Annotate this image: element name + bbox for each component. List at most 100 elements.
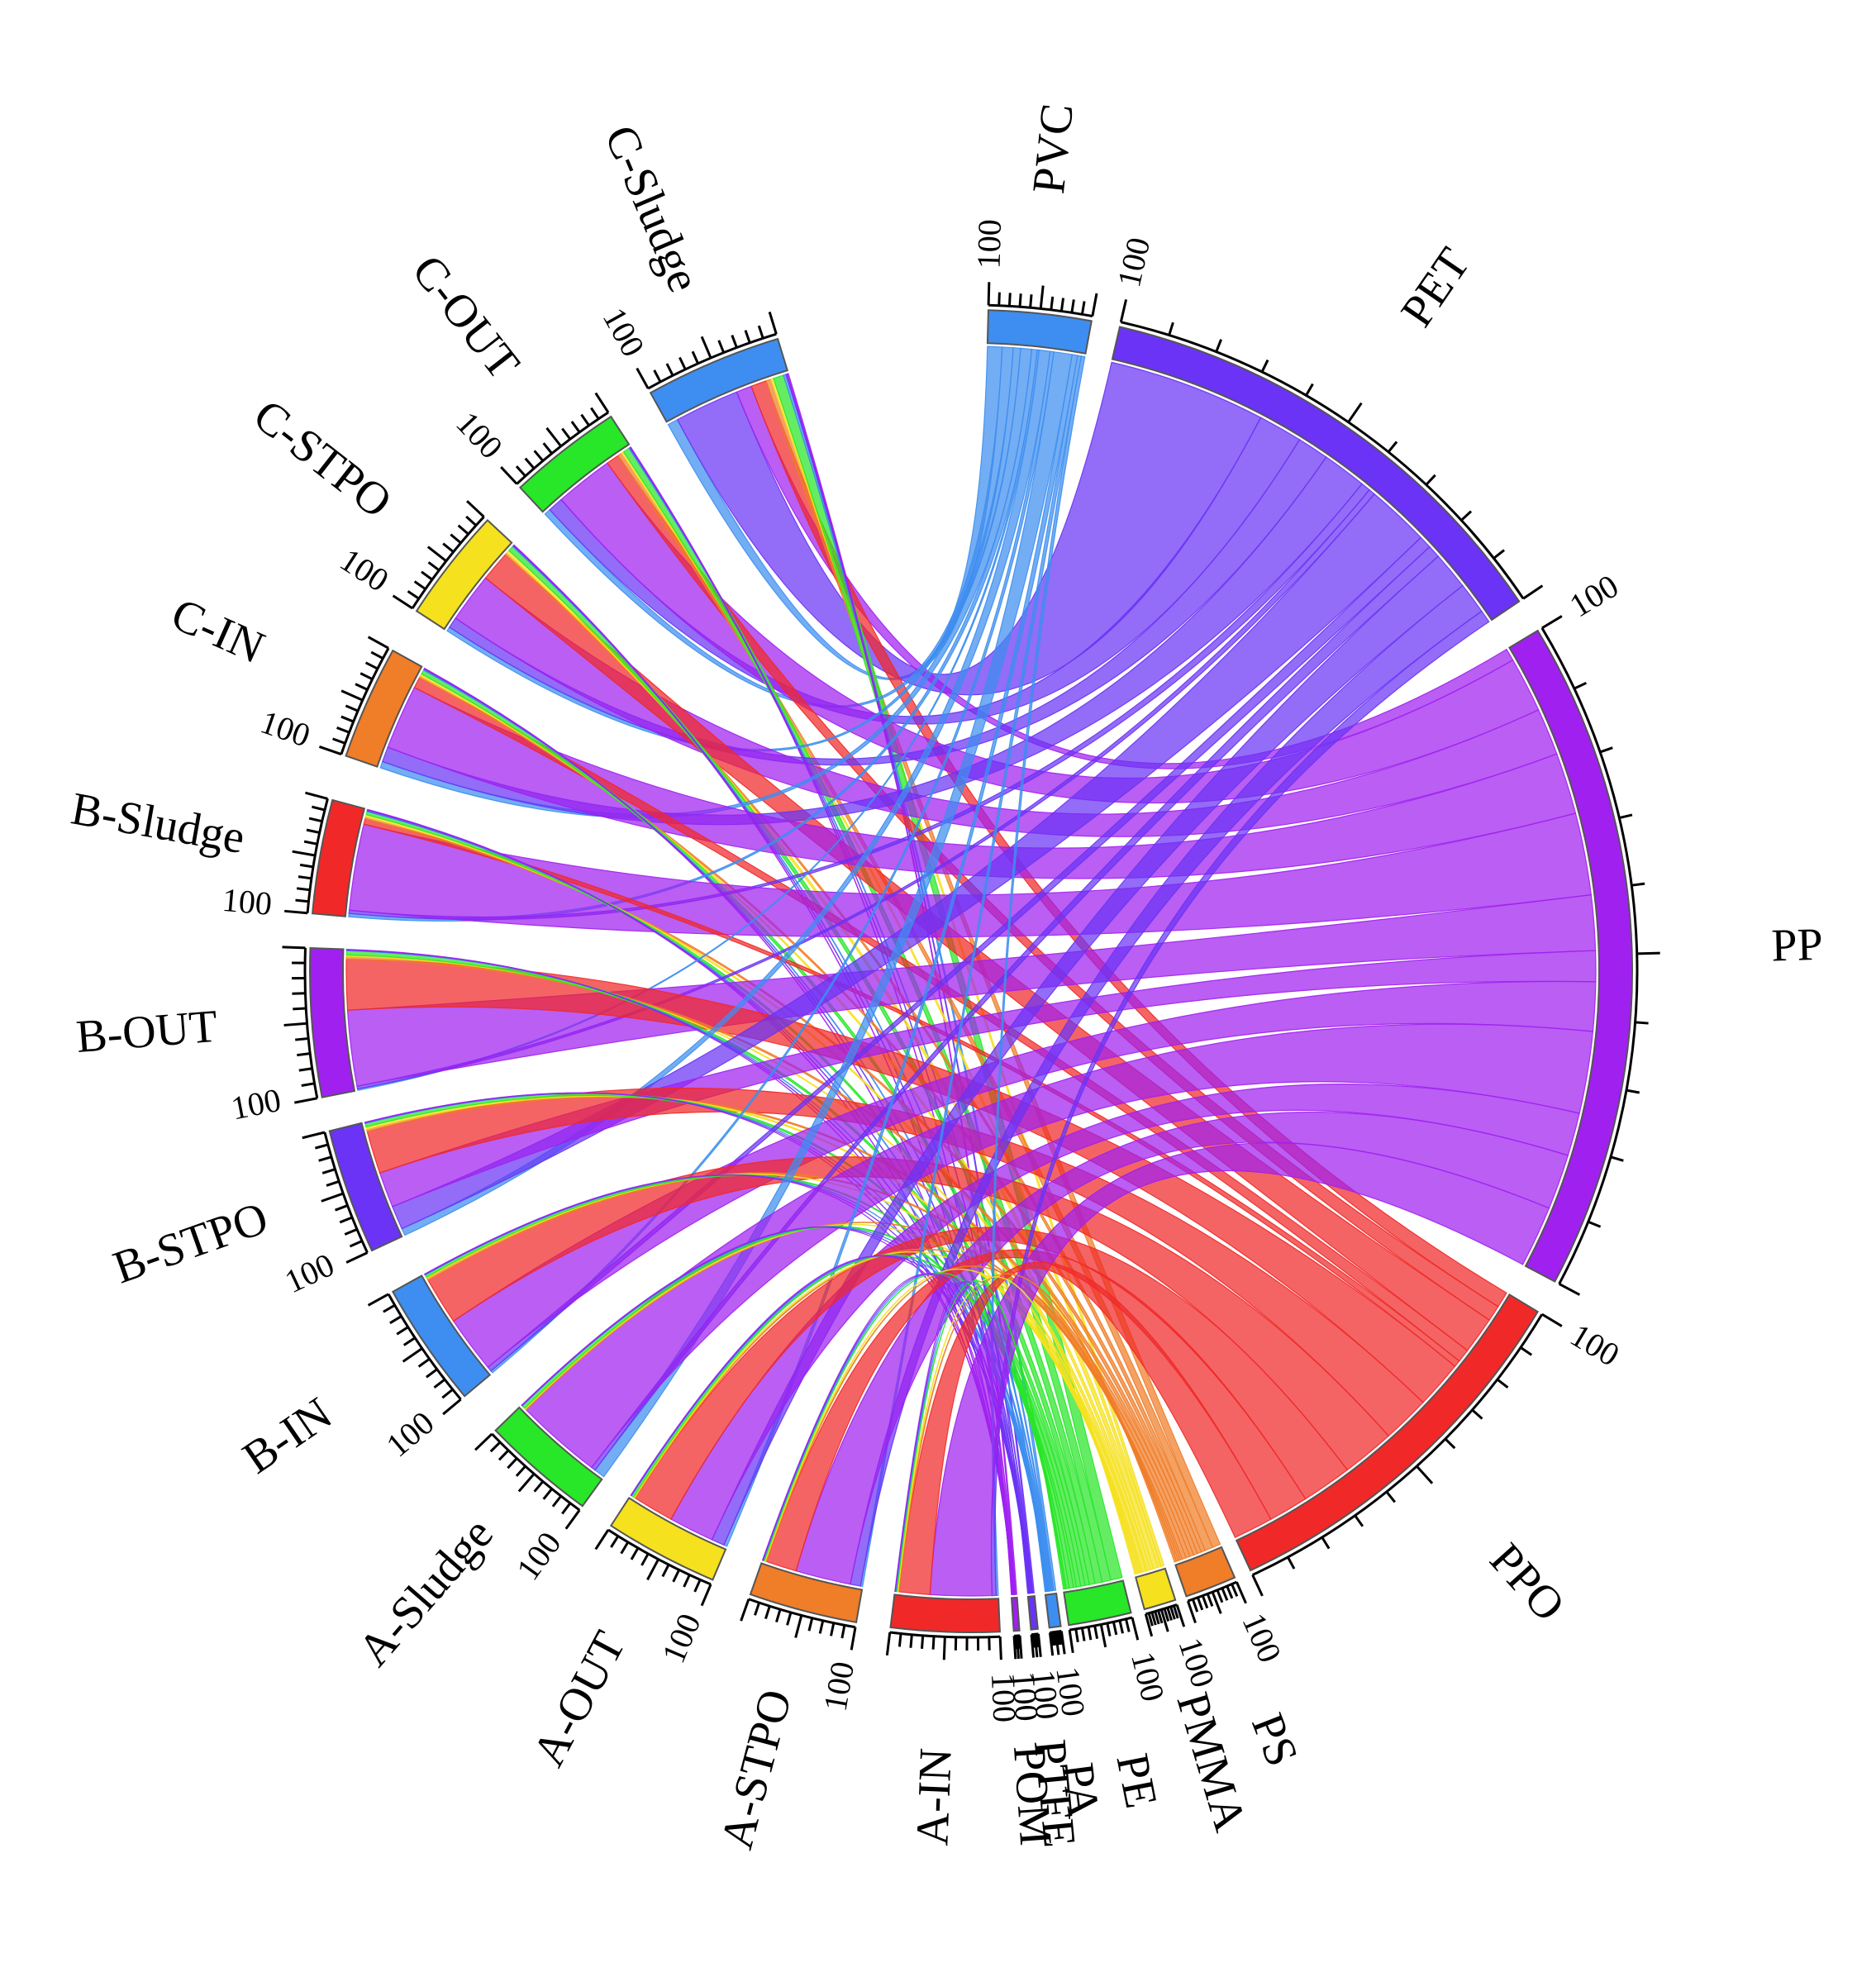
tick-b-in-2 bbox=[433, 1378, 446, 1389]
tick-label-pa: 100 bbox=[1049, 1665, 1093, 1719]
tick-c-sludge-10 bbox=[768, 312, 778, 335]
ribbon-c-in-pom bbox=[423, 667, 1016, 1595]
tick-pmma-2 bbox=[1169, 1606, 1176, 1620]
tick-a-stpo-4 bbox=[807, 1617, 814, 1632]
ribbon-a-in-pe bbox=[895, 1280, 1066, 1593]
tick-pe-2 bbox=[1118, 1620, 1124, 1634]
tick-a-sludge-1 bbox=[561, 1502, 572, 1515]
tick-a-stpo-8 bbox=[764, 1605, 771, 1619]
tick-ppo-6 bbox=[1385, 1490, 1397, 1503]
segment-arc-a-in bbox=[889, 1594, 1001, 1633]
tick-label-b-out: 100 bbox=[228, 1081, 283, 1127]
tick-pet-6 bbox=[1387, 441, 1398, 453]
tick-pp-3 bbox=[1619, 813, 1633, 820]
tick-pe-3 bbox=[1112, 1622, 1118, 1636]
segment-label-ptfe: PTFE bbox=[1024, 1737, 1085, 1850]
tick-ppo-1 bbox=[1520, 1346, 1533, 1356]
tick-ps-0 bbox=[1236, 1581, 1247, 1604]
tick-ppo-8 bbox=[1321, 1536, 1331, 1550]
tick-b-stpo-0 bbox=[345, 1251, 369, 1264]
segment-label-c-in: C-IN bbox=[164, 588, 271, 674]
tick-a-in-8 bbox=[909, 1634, 913, 1648]
ribbon-a-stpo-pmma bbox=[764, 1268, 1139, 1574]
tick-axis-a-in bbox=[889, 1631, 1001, 1639]
tick-pe-4 bbox=[1106, 1622, 1112, 1636]
segment-arc-b-in bbox=[391, 1274, 492, 1398]
tick-c-stpo-8 bbox=[457, 524, 469, 536]
tick-c-out-10 bbox=[594, 392, 610, 413]
tick-pmma-6 bbox=[1157, 1610, 1164, 1624]
segment-arc-ptfe bbox=[1026, 1595, 1039, 1631]
tick-c-in-7 bbox=[359, 672, 374, 681]
tick-c-stpo-7 bbox=[450, 533, 462, 545]
tick-pp-1 bbox=[1574, 681, 1588, 690]
tick-ps-9 bbox=[1191, 1598, 1199, 1613]
tick-a-out-7 bbox=[630, 1547, 640, 1560]
tick-a-stpo-9 bbox=[754, 1602, 761, 1616]
tick-axis-ppo bbox=[1251, 1313, 1544, 1576]
tick-pvc-2 bbox=[1007, 293, 1012, 307]
tick-b-stpo-2 bbox=[344, 1227, 358, 1236]
tick-pmma-1 bbox=[1172, 1605, 1179, 1619]
tick-pp-10 bbox=[1558, 1283, 1581, 1296]
ribbon-a-in-pp bbox=[929, 1142, 1550, 1597]
tick-b-sludge-6 bbox=[303, 840, 318, 846]
tick-ps-2 bbox=[1226, 1585, 1234, 1599]
tick-label-a-stpo: 100 bbox=[817, 1659, 862, 1714]
tick-ps-4 bbox=[1216, 1589, 1224, 1603]
tick-pom-10 bbox=[1012, 1636, 1017, 1660]
tick-label-c-stpo: 100 bbox=[334, 541, 396, 598]
tick-c-sludge-1 bbox=[653, 369, 662, 383]
tick-pvc-9 bbox=[1080, 301, 1086, 315]
tick-a-out-4 bbox=[661, 1564, 670, 1578]
tick-c-out-7 bbox=[570, 421, 581, 433]
segment-label-c-out: C-OUT bbox=[402, 245, 529, 388]
tick-ppo-4 bbox=[1444, 1437, 1456, 1450]
tick-a-in-9 bbox=[898, 1633, 902, 1647]
ribbon-a-stpo-ppo bbox=[765, 1249, 1307, 1572]
segment-arc-c-out bbox=[518, 415, 631, 513]
tick-c-sludge-3 bbox=[679, 356, 687, 370]
tick-a-stpo-3 bbox=[818, 1620, 825, 1634]
tick-b-out-7 bbox=[292, 992, 306, 995]
tick-a-sludge-6 bbox=[515, 1465, 526, 1477]
tick-c-in-2 bbox=[336, 726, 350, 734]
tick-axis-pa bbox=[1050, 1630, 1062, 1634]
tick-pe-10 bbox=[1068, 1629, 1074, 1654]
tick-pvc-5 bbox=[1039, 285, 1045, 309]
tick-label-ptfe: 100 bbox=[1025, 1668, 1067, 1721]
tick-pvc-0 bbox=[987, 282, 991, 306]
tick-c-in-4 bbox=[345, 704, 359, 712]
segment-label-b-sludge: B-Sludge bbox=[68, 783, 249, 864]
tick-pet-2 bbox=[1215, 339, 1222, 353]
tick-c-in-6 bbox=[355, 683, 369, 691]
tick-a-sludge-9 bbox=[489, 1441, 502, 1453]
segment-label-a-out: A-OUT bbox=[523, 1623, 636, 1775]
tick-c-out-0 bbox=[500, 466, 518, 485]
ribbon-a-in-pvc bbox=[991, 355, 1086, 1597]
segment-label-b-in: B-IN bbox=[234, 1388, 341, 1484]
segment-arc-b-sludge bbox=[311, 798, 366, 917]
tick-b-stpo-3 bbox=[339, 1216, 353, 1224]
tick-b-out-1 bbox=[301, 1082, 315, 1087]
tick-a-out-6 bbox=[640, 1553, 650, 1566]
tick-b-in-4 bbox=[417, 1357, 431, 1368]
ribbon-c-in-pe bbox=[421, 669, 1096, 1586]
tick-b-stpo-10 bbox=[302, 1131, 326, 1140]
tick-b-in-5 bbox=[402, 1347, 423, 1363]
ribbon-a-in-pmma bbox=[896, 1276, 1137, 1593]
segment-label-a-stpo: A-STPO bbox=[711, 1684, 802, 1854]
tick-b-out-3 bbox=[297, 1052, 311, 1057]
tick-a-in-7 bbox=[921, 1635, 925, 1649]
segment-arcs-layer bbox=[282, 282, 1660, 1660]
tick-c-sludge-0 bbox=[636, 367, 650, 389]
tick-b-sludge-8 bbox=[308, 817, 322, 823]
tick-b-stpo-6 bbox=[326, 1179, 340, 1187]
tick-c-sludge-2 bbox=[665, 363, 674, 376]
tick-c-out-2 bbox=[524, 457, 536, 469]
ribbon-c-sludge-pom bbox=[786, 373, 1018, 1595]
tick-pp-8 bbox=[1610, 1155, 1624, 1162]
tick-b-sludge-1 bbox=[295, 898, 309, 903]
tick-a-stpo-2 bbox=[830, 1622, 836, 1636]
tick-label-b-stpo: 100 bbox=[279, 1246, 340, 1300]
